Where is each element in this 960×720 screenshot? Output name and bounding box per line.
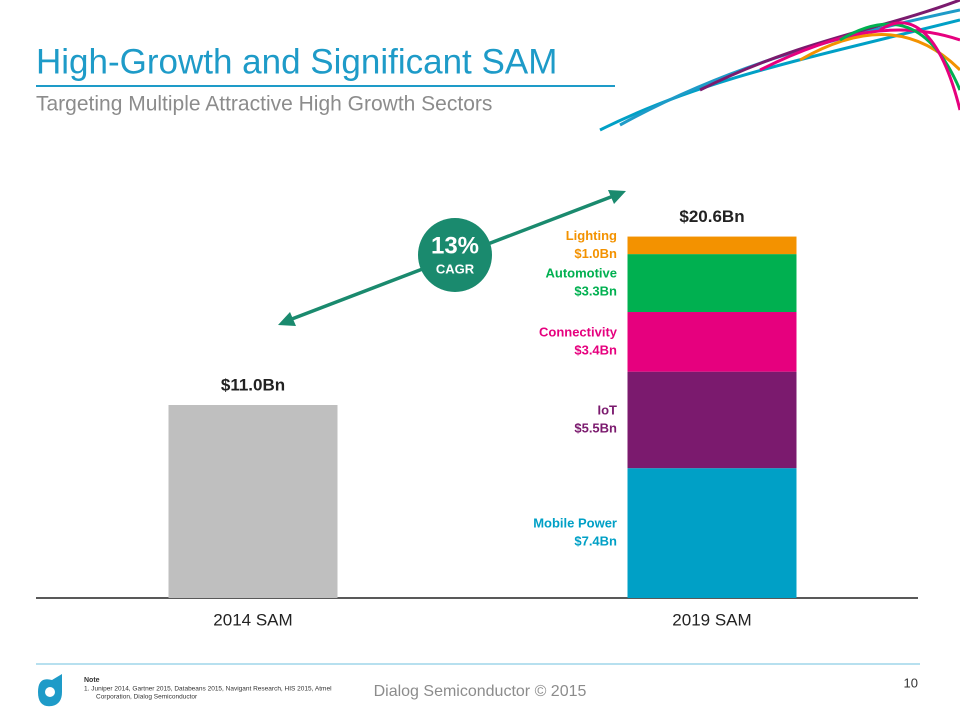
bar-segment [627, 468, 797, 598]
cagr-rate: 13% [431, 232, 479, 259]
segment-value-label: $3.3Bn [574, 283, 617, 298]
logo-hole [45, 687, 55, 697]
bar-segment [627, 254, 797, 313]
note-item: 1. Juniper 2014, Gartner 2015, Databeans… [84, 686, 332, 693]
x-tick-label: 2019 SAM [672, 610, 751, 629]
segment-name: IoT [598, 402, 618, 417]
cagr-badge [418, 218, 492, 292]
slide-subtitle: Targeting Multiple Attractive High Growt… [36, 93, 492, 116]
company: Dialog Semiconductor © 2015 [374, 683, 587, 700]
bar-segment [627, 312, 797, 372]
x-tick-label: 2014 SAM [213, 610, 292, 629]
segment-name: Lighting [566, 228, 617, 243]
arrow-tail [278, 312, 296, 326]
segment-value-label: $7.4Bn [574, 534, 617, 549]
segment-name: Connectivity [539, 324, 618, 339]
page-number: 10 [904, 675, 918, 690]
segment-value-label: $5.5Bn [574, 420, 617, 435]
total-label: $11.0Bn [221, 375, 285, 394]
decoration [599, 0, 960, 132]
note-item: Corporation, Dialog Semiconductor [96, 694, 198, 701]
segment-name: Mobile Power [533, 516, 617, 531]
total-label: $20.6Bn [679, 207, 744, 226]
segment-value-label: $3.4Bn [574, 342, 617, 357]
bar-segment [627, 371, 797, 469]
bar-segment [627, 236, 797, 255]
note-title: Note [84, 677, 100, 684]
arrow-head [608, 190, 626, 204]
segment-value-label: $1.0Bn [574, 246, 617, 261]
cagr-text: CAGR [436, 261, 475, 276]
segment-name: Automotive [546, 265, 618, 280]
slide-title: High-Growth and Significant SAM [36, 42, 557, 81]
chart: 2014 SAM $11.0Bn 2019 SAM Mobile Power $7.4B… [36, 190, 918, 629]
bar-segment [168, 405, 338, 598]
